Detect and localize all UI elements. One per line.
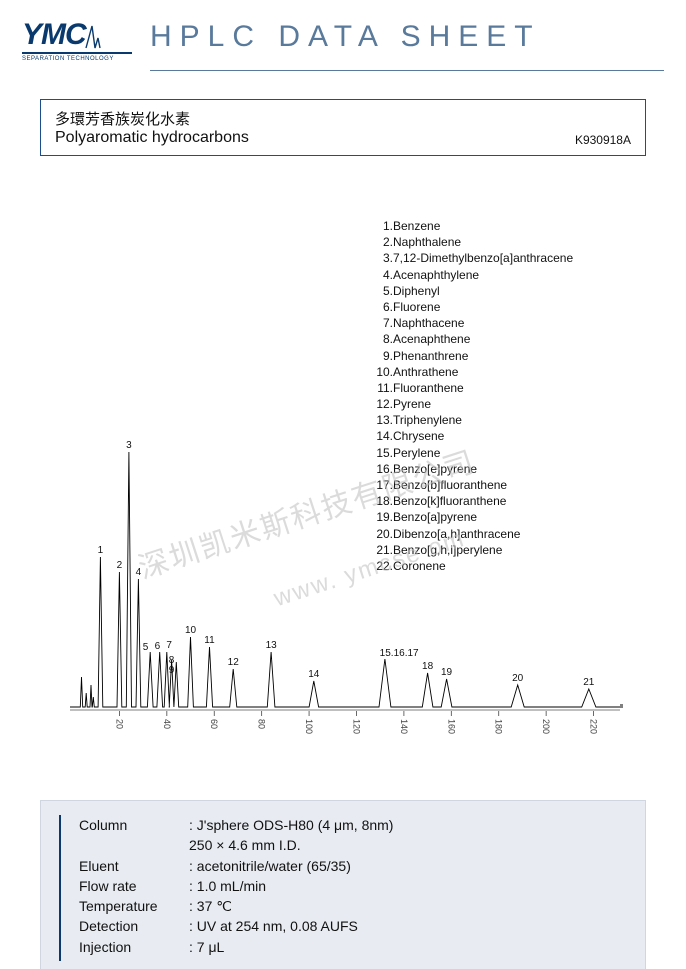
peak-label: 15.16.17 bbox=[380, 648, 419, 659]
peak-label: 12 bbox=[228, 657, 239, 668]
condition-value: : 7 μL bbox=[189, 937, 627, 957]
peak-label: 19 bbox=[441, 667, 452, 678]
condition-row: Flow rate: 1.0 mL/min bbox=[79, 876, 627, 896]
conditions-bar bbox=[59, 815, 61, 961]
condition-key: Column bbox=[79, 815, 189, 835]
compound-item: 9.Phenanthrene bbox=[375, 348, 573, 364]
compound-item: 1.Benzene bbox=[375, 218, 573, 234]
axis-tick-label: 60 bbox=[209, 719, 219, 729]
compound-item: 5.Diphenyl bbox=[375, 283, 573, 299]
compound-item: 2.Naphthalene bbox=[375, 234, 573, 250]
header-rule bbox=[150, 70, 664, 71]
condition-value: : 1.0 mL/min bbox=[189, 876, 627, 896]
compound-item: 13.Triphenylene bbox=[375, 412, 573, 428]
axis-tick-label: 120 bbox=[351, 719, 361, 734]
axis-tick-label: 180 bbox=[494, 719, 504, 734]
condition-row: Temperature: 37 ℃ bbox=[79, 896, 627, 916]
condition-key bbox=[79, 835, 189, 855]
logo-tagline: SEPARATION TECHNOLOGY bbox=[22, 56, 142, 62]
peak-label: 20 bbox=[512, 673, 523, 684]
logo-rule bbox=[22, 52, 132, 54]
title-en: Polyaromatic hydrocarbons bbox=[55, 129, 631, 147]
peak-label: 13 bbox=[266, 640, 277, 651]
compound-item: 6.Fluorene bbox=[375, 299, 573, 315]
compound-item: 10.Anthrathene bbox=[375, 364, 573, 380]
compound-item: 4.Acenaphthylene bbox=[375, 267, 573, 283]
condition-value: : J'sphere ODS-H80 (4 μm, 8nm) bbox=[189, 815, 627, 835]
axis-tick-label: 100 bbox=[304, 719, 314, 734]
peak-label: 4 bbox=[136, 567, 142, 578]
peak-label: 10 bbox=[185, 625, 196, 636]
compound-item: 8.Acenaphthene bbox=[375, 331, 573, 347]
peak-label: 9 bbox=[169, 665, 175, 676]
peak-label: 2 bbox=[117, 560, 123, 571]
peak-label: 21 bbox=[583, 677, 594, 688]
axis-tick-label: 40 bbox=[162, 719, 172, 729]
condition-row: Injection: 7 μL bbox=[79, 937, 627, 957]
compound-item: 11.Fluoranthene bbox=[375, 380, 573, 396]
condition-value: : acetonitrile/water (65/35) bbox=[189, 856, 627, 876]
condition-row: Eluent: acetonitrile/water (65/35) bbox=[79, 856, 627, 876]
axis-tick-label: 200 bbox=[541, 719, 551, 734]
peak-label: 5 bbox=[143, 642, 149, 653]
condition-key: Eluent bbox=[79, 856, 189, 876]
peak-label: 18 bbox=[422, 661, 433, 672]
compound-item: 3.7,12-Dimethylbenzo[a]anthracene bbox=[375, 250, 573, 266]
condition-value: : UV at 254 nm, 0.08 AUFS bbox=[189, 916, 627, 936]
header-title: HPLC DATA SHEET bbox=[142, 20, 664, 54]
condition-value: : 37 ℃ bbox=[189, 896, 627, 916]
axis-tick-label: 220 bbox=[589, 719, 599, 734]
header: YMC SEPARATION TECHNOLOGY HPLC DATA SHEE… bbox=[0, 0, 686, 70]
condition-key: Detection bbox=[79, 916, 189, 936]
logo-brand: YMC bbox=[22, 20, 86, 50]
peak-label: 14 bbox=[308, 669, 319, 680]
peak-label: 7 bbox=[166, 640, 172, 651]
axis-tick-label: 160 bbox=[446, 719, 456, 734]
logo: YMC bbox=[22, 20, 142, 50]
compound-item: 7.Naphthacene bbox=[375, 315, 573, 331]
title-box: 多環芳香族炭化水素 Polyaromatic hydrocarbons K930… bbox=[40, 99, 646, 156]
condition-row: Column: J'sphere ODS-H80 (4 μm, 8nm) bbox=[79, 815, 627, 835]
condition-row: 250 × 4.6 mm I.D. bbox=[79, 835, 627, 855]
chromatogram: 1234567101112131415.16.17181920212289 20… bbox=[68, 442, 623, 772]
title-jp: 多環芳香族炭化水素 bbox=[55, 108, 631, 129]
condition-value: 250 × 4.6 mm I.D. bbox=[189, 835, 627, 855]
conditions-box: Column: J'sphere ODS-H80 (4 μm, 8nm) 250… bbox=[40, 800, 646, 969]
axis-tick-label: 20 bbox=[114, 719, 124, 729]
condition-row: Detection: UV at 254 nm, 0.08 AUFS bbox=[79, 916, 627, 936]
chromatogram-svg bbox=[68, 442, 623, 772]
compound-item: 12.Pyrene bbox=[375, 396, 573, 412]
logo-block: YMC SEPARATION TECHNOLOGY bbox=[22, 20, 142, 62]
condition-key: Injection bbox=[79, 937, 189, 957]
axis-tick-label: 80 bbox=[257, 719, 267, 729]
data-sheet-page: YMC SEPARATION TECHNOLOGY HPLC DATA SHEE… bbox=[0, 0, 686, 969]
peak-label: 1 bbox=[98, 545, 104, 556]
condition-key: Flow rate bbox=[79, 876, 189, 896]
title-code: K930918A bbox=[575, 133, 631, 147]
peak-label: 6 bbox=[155, 641, 161, 652]
peak-label: 3 bbox=[126, 440, 132, 451]
axis-tick-label: 140 bbox=[399, 719, 409, 734]
condition-key: Temperature bbox=[79, 896, 189, 916]
peak-label: 11 bbox=[204, 635, 214, 646]
logo-peak-icon bbox=[84, 22, 106, 50]
conditions-rows: Column: J'sphere ODS-H80 (4 μm, 8nm) 250… bbox=[79, 815, 627, 957]
